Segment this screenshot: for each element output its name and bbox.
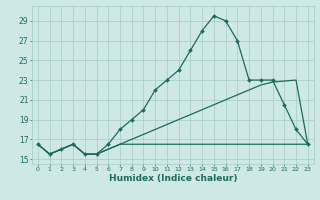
X-axis label: Humidex (Indice chaleur): Humidex (Indice chaleur): [108, 174, 237, 183]
